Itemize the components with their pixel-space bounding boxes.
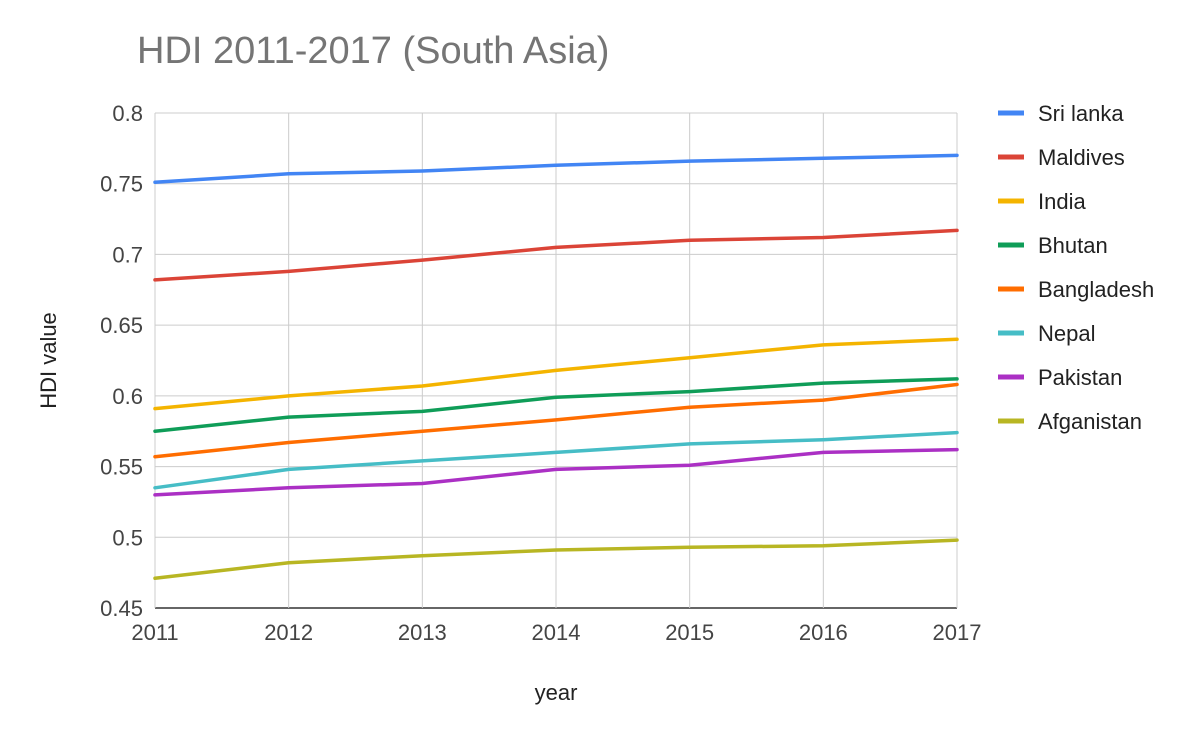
y-tick-label: 0.75 — [100, 172, 143, 197]
axes: 0.45 0.5 0.55 0.6 0.65 0.7 0.75 0.8 2011 2012 2013… — [36, 101, 981, 705]
legend-label-bangladesh: Bangladesh — [1038, 277, 1154, 302]
y-tick-label: 0.7 — [112, 242, 143, 267]
y-tick-label: 0.5 — [112, 525, 143, 550]
series-line-india — [153, 337, 959, 411]
y-tick-label: 0.45 — [100, 596, 143, 621]
x-tick-label: 2017 — [933, 620, 982, 645]
chart-title: HDI 2011-2017 (South Asia) — [137, 30, 610, 72]
legend-label-pakistan: Pakistan — [1038, 365, 1122, 390]
legend-label-bhutan: Bhutan — [1038, 233, 1108, 258]
legend-label-sri-lanka: Sri lanka — [1038, 101, 1124, 126]
legend-label-afganistan: Afganistan — [1038, 409, 1142, 434]
legend: Sri lanka Maldives India Bhutan Bangladesh Ne… — [998, 101, 1154, 434]
y-tick-label: 0.65 — [100, 313, 143, 338]
legend-label-india: India — [1038, 189, 1086, 214]
x-tick-label: 2011 — [131, 620, 178, 645]
series-line-afganistan — [153, 538, 959, 581]
series-line-nepal — [153, 430, 959, 490]
legend-label-nepal: Nepal — [1038, 321, 1095, 346]
series-line-bangladesh — [153, 382, 959, 459]
y-axis-title: HDI value — [36, 312, 61, 409]
x-tick-label: 2013 — [398, 620, 447, 645]
x-axis-title: year — [535, 680, 578, 705]
y-tick-label: 0.6 — [112, 384, 143, 409]
series-line-pakistan — [153, 447, 959, 497]
x-tick-label: 2014 — [532, 620, 581, 645]
series-line-sri-lanka — [153, 153, 959, 185]
series-line-maldives — [153, 228, 959, 282]
legend-label-maldives: Maldives — [1038, 145, 1125, 170]
x-tick-label: 2015 — [665, 620, 714, 645]
x-tick-label: 2016 — [799, 620, 848, 645]
series-lines — [153, 153, 959, 581]
grid — [154, 112, 958, 609]
series-line-bhutan — [153, 377, 959, 433]
y-tick-label: 0.8 — [112, 101, 143, 126]
y-tick-label: 0.55 — [100, 455, 143, 480]
x-tick-label: 2012 — [264, 620, 313, 645]
